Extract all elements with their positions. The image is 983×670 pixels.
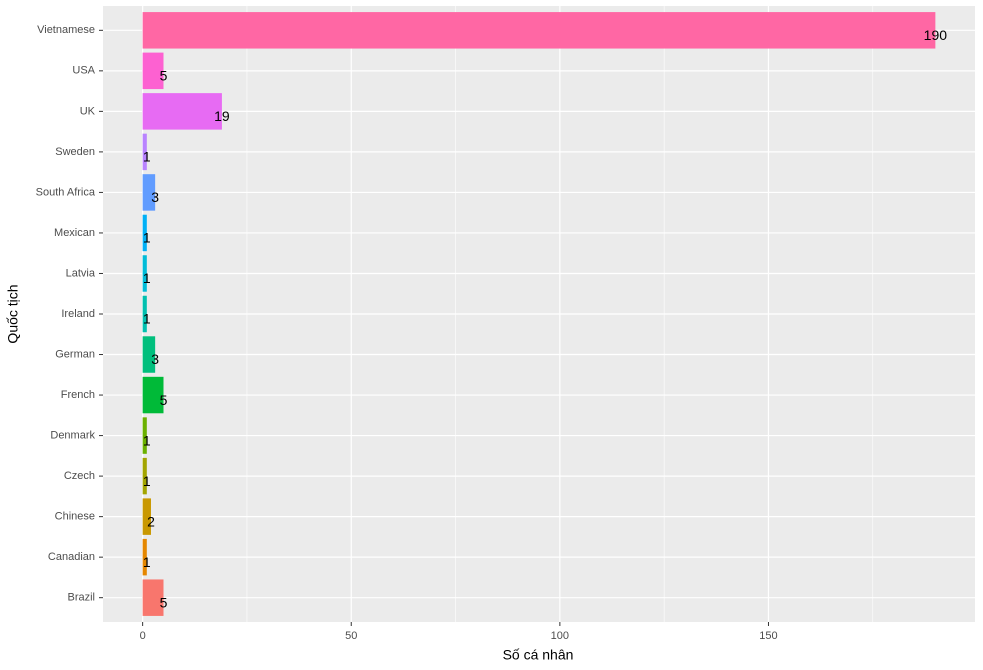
y-tick-label: USA: [72, 65, 95, 77]
value-label: 5: [160, 594, 168, 610]
value-label: 5: [160, 68, 168, 84]
y-tick-label: Brazil: [67, 592, 95, 604]
x-tick-label: 100: [551, 630, 569, 642]
bar: [142, 93, 222, 130]
bar: [142, 295, 147, 333]
y-tick-label: French: [61, 389, 95, 401]
y-tick-label: Mexican: [54, 227, 95, 239]
y-tick-label: Latvia: [66, 267, 96, 279]
value-label: 19: [214, 108, 230, 124]
y-axis-title: Quốc tịch: [5, 284, 21, 343]
y-tick-label: South Africa: [36, 186, 96, 198]
bar: [142, 498, 151, 535]
y-tick-label: Denmark: [50, 429, 95, 441]
bar: [142, 336, 156, 373]
value-label: 1: [143, 270, 151, 286]
bar: [142, 457, 147, 495]
y-tick-label: Chinese: [55, 511, 95, 523]
bar: [142, 255, 147, 292]
y-tick-label: Vietnamese: [37, 24, 95, 36]
x-axis-title: Số cá nhân: [503, 647, 574, 663]
y-tick-label: German: [55, 348, 95, 360]
x-tick-label: 0: [140, 630, 146, 642]
value-label: 1: [143, 432, 151, 448]
value-label: 190: [924, 27, 948, 43]
y-tick-label: Ireland: [61, 308, 95, 320]
y-tick-label: UK: [80, 105, 96, 117]
bar: [142, 214, 147, 252]
bar: [142, 174, 156, 211]
bar: [142, 133, 147, 171]
value-label: 3: [151, 351, 159, 367]
value-label: 1: [143, 230, 151, 246]
bar: [142, 417, 147, 454]
y-tick-label: Sweden: [55, 146, 95, 158]
bar: [142, 52, 164, 90]
value-label: 2: [147, 513, 155, 529]
y-tick-label: Czech: [64, 470, 95, 482]
y-tick-label: Canadian: [48, 551, 95, 563]
value-label: 5: [160, 392, 168, 408]
bar: [142, 376, 164, 414]
value-label: 3: [151, 189, 159, 205]
value-label: 1: [143, 149, 151, 165]
value-label: 1: [143, 473, 151, 489]
bar: [142, 538, 147, 576]
x-tick-label: 50: [345, 630, 357, 642]
bar: [142, 12, 936, 49]
x-tick-label: 150: [759, 630, 777, 642]
value-label: 1: [143, 554, 151, 570]
bar: [142, 579, 164, 616]
value-label: 1: [143, 311, 151, 327]
